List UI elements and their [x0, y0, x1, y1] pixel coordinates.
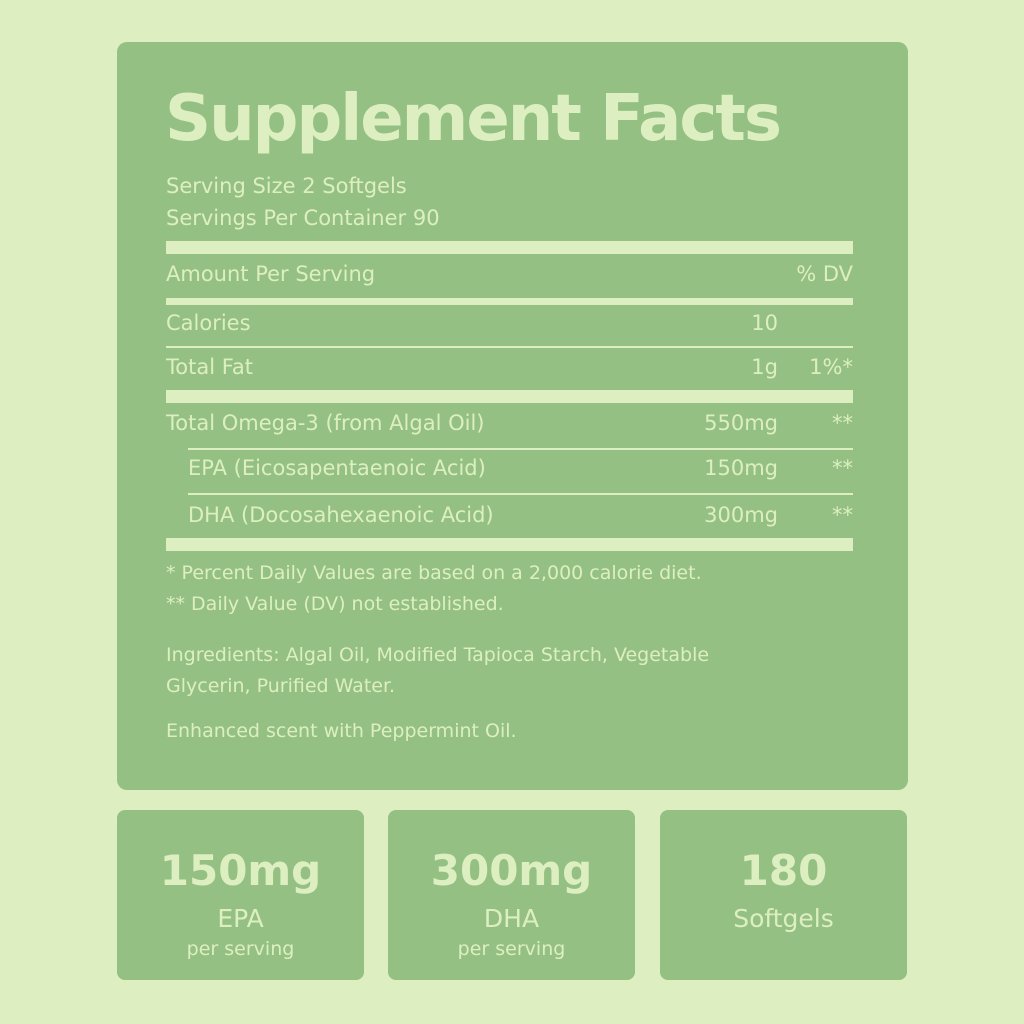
- badge-dha: 300mg DHA per serving: [388, 810, 635, 980]
- supplement-facts-panel: Supplement Facts Serving Size 2 Softgels…: [117, 42, 908, 790]
- divider-thick: [166, 390, 853, 403]
- footnote-dv: * Percent Daily Values are based on a 2,…: [166, 562, 702, 584]
- divider-thin: [188, 448, 853, 450]
- ingredients-line-2: Glycerin, Purified Water.: [166, 675, 396, 697]
- footnote-not-established: ** Daily Value (DV) not established.: [166, 593, 504, 615]
- row-epa-name: EPA (Eicosapentaenoic Acid): [188, 456, 486, 480]
- row-calories-amount: 10: [751, 311, 778, 335]
- serving-size: Serving Size 2 Softgels: [166, 174, 407, 198]
- servings-per-container: Servings Per Container 90: [166, 206, 440, 230]
- badge-value: 300mg: [430, 846, 593, 895]
- row-omega3-amount: 550mg: [704, 411, 778, 435]
- divider-thick: [166, 538, 853, 551]
- amount-per-serving-header: Amount Per Serving: [166, 262, 376, 286]
- divider-thin: [188, 493, 853, 495]
- badge-label: Softgels: [733, 904, 834, 933]
- row-total-fat-name: Total Fat: [166, 355, 253, 379]
- row-omega3-name: Total Omega-3 (from Algal Oil): [166, 411, 485, 435]
- badge-epa: 150mg EPA per serving: [117, 810, 364, 980]
- badge-value: 180: [739, 846, 828, 895]
- divider-thin: [166, 346, 853, 348]
- badge-label: EPA: [217, 904, 264, 933]
- row-dha-amount: 300mg: [704, 503, 778, 527]
- badge-value: 150mg: [159, 846, 322, 895]
- row-total-fat-amount: 1g: [751, 355, 778, 379]
- badge-label: DHA: [483, 904, 540, 933]
- scent-note: Enhanced scent with Peppermint Oil.: [166, 720, 517, 742]
- row-dha-dv: **: [832, 503, 853, 527]
- divider-thick: [166, 241, 853, 254]
- row-calories-name: Calories: [166, 311, 251, 335]
- ingredients-line-1: Ingredients: Algal Oil, Modified Tapioca…: [166, 644, 710, 666]
- page-title: Supplement Facts: [165, 82, 782, 156]
- badge-sub: per serving: [186, 938, 295, 960]
- row-epa-dv: **: [832, 456, 853, 480]
- divider-medium: [166, 298, 853, 305]
- badge-softgels: 180 Softgels: [660, 810, 907, 980]
- dv-header: % DV: [796, 262, 853, 286]
- row-total-fat-dv: 1%*: [809, 355, 853, 379]
- row-omega3-dv: **: [832, 411, 853, 435]
- row-dha-name: DHA (Docosahexaenoic Acid): [188, 503, 494, 527]
- row-epa-amount: 150mg: [704, 456, 778, 480]
- badge-sub: per serving: [457, 938, 566, 960]
